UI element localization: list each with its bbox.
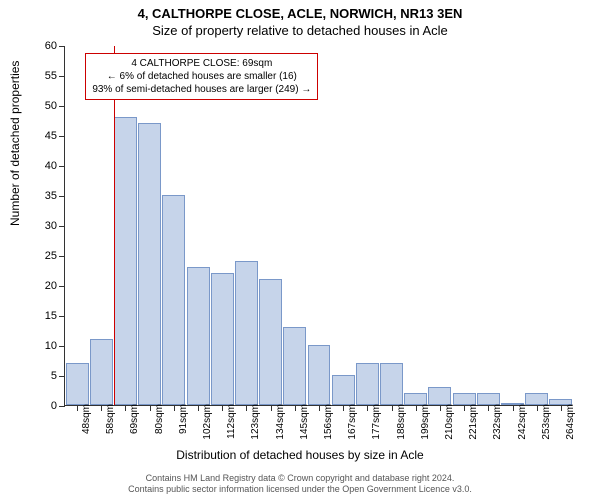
x-tick-label: 156sqm	[323, 404, 334, 440]
x-tick	[561, 405, 562, 411]
y-tick	[59, 316, 65, 317]
chart-title-line1: 4, CALTHORPE CLOSE, ACLE, NORWICH, NR13 …	[0, 0, 600, 21]
x-tick	[150, 405, 151, 411]
y-tick	[59, 76, 65, 77]
x-tick	[174, 405, 175, 411]
y-tick	[59, 196, 65, 197]
x-tick-label: 134sqm	[275, 404, 286, 440]
annotation-line2: ← 6% of detached houses are smaller (16)	[92, 70, 311, 83]
x-tick	[392, 405, 393, 411]
histogram-bar	[308, 345, 331, 405]
x-tick	[416, 405, 417, 411]
x-tick-label: 145sqm	[299, 404, 310, 440]
y-tick-label: 55	[33, 70, 57, 82]
footer-line1: Contains HM Land Registry data © Crown c…	[0, 473, 600, 485]
x-tick-label: 102sqm	[202, 404, 213, 440]
x-tick-label: 58sqm	[105, 404, 116, 434]
x-tick	[319, 405, 320, 411]
y-tick	[59, 166, 65, 167]
histogram-bar	[66, 363, 89, 405]
y-tick	[59, 46, 65, 47]
y-tick	[59, 256, 65, 257]
x-tick	[513, 405, 514, 411]
x-tick	[198, 405, 199, 411]
x-tick-label: 48sqm	[81, 404, 92, 434]
histogram-bar	[187, 267, 210, 405]
y-tick-label: 15	[33, 310, 57, 322]
plot-area: 05101520253035404550556048sqm58sqm69sqm8…	[64, 46, 572, 406]
chart-title-line2: Size of property relative to detached ho…	[0, 21, 600, 38]
x-tick	[367, 405, 368, 411]
y-tick-label: 30	[33, 220, 57, 232]
histogram-bar	[138, 123, 161, 405]
histogram-bar	[114, 117, 137, 405]
y-tick	[59, 406, 65, 407]
x-tick	[125, 405, 126, 411]
y-axis-label: Number of detached properties	[8, 61, 22, 226]
x-tick	[464, 405, 465, 411]
annotation-line3: 93% of semi-detached houses are larger (…	[92, 83, 311, 96]
y-tick-label: 5	[33, 370, 57, 382]
x-tick	[488, 405, 489, 411]
x-tick	[271, 405, 272, 411]
y-tick-label: 0	[33, 400, 57, 412]
y-tick-label: 60	[33, 40, 57, 52]
chart-container: 4, CALTHORPE CLOSE, ACLE, NORWICH, NR13 …	[0, 0, 600, 500]
y-tick	[59, 226, 65, 227]
histogram-bar	[380, 363, 403, 405]
x-tick-label: 80sqm	[154, 404, 165, 434]
annotation-line1: 4 CALTHORPE CLOSE: 69sqm	[92, 57, 311, 70]
x-axis-label: Distribution of detached houses by size …	[0, 448, 600, 462]
y-tick-label: 50	[33, 100, 57, 112]
x-tick	[295, 405, 296, 411]
x-tick-label: 221sqm	[468, 404, 479, 440]
x-tick-label: 188sqm	[396, 404, 407, 440]
x-tick-label: 167sqm	[347, 404, 358, 440]
x-tick-label: 210sqm	[444, 404, 455, 440]
y-tick-label: 20	[33, 280, 57, 292]
y-tick	[59, 286, 65, 287]
x-tick-label: 112sqm	[226, 404, 237, 439]
x-tick	[101, 405, 102, 411]
x-tick-label: 91sqm	[178, 404, 189, 434]
x-tick-label: 123sqm	[250, 404, 261, 440]
x-tick-label: 253sqm	[541, 404, 552, 440]
histogram-bar	[356, 363, 379, 405]
y-tick	[59, 346, 65, 347]
x-tick-label: 199sqm	[420, 404, 431, 440]
y-tick-label: 10	[33, 340, 57, 352]
x-tick	[77, 405, 78, 411]
footer-attribution: Contains HM Land Registry data © Crown c…	[0, 473, 600, 496]
footer-line2: Contains public sector information licen…	[0, 484, 600, 496]
x-tick-label: 69sqm	[129, 404, 140, 434]
histogram-bar	[259, 279, 282, 405]
y-tick	[59, 376, 65, 377]
x-tick	[246, 405, 247, 411]
histogram-bar	[211, 273, 234, 405]
x-tick	[222, 405, 223, 411]
y-tick-label: 25	[33, 250, 57, 262]
histogram-bar	[90, 339, 113, 405]
histogram-bar	[332, 375, 355, 405]
y-tick	[59, 106, 65, 107]
histogram-bar	[283, 327, 306, 405]
annotation-box: 4 CALTHORPE CLOSE: 69sqm← 6% of detached…	[85, 53, 318, 100]
x-tick	[440, 405, 441, 411]
y-tick-label: 40	[33, 160, 57, 172]
x-tick-label: 177sqm	[371, 404, 382, 440]
histogram-bar	[428, 387, 451, 405]
y-tick-label: 45	[33, 130, 57, 142]
y-tick-label: 35	[33, 190, 57, 202]
x-tick-label: 242sqm	[517, 404, 528, 440]
y-tick	[59, 136, 65, 137]
histogram-bar	[235, 261, 258, 405]
histogram-bar	[162, 195, 185, 405]
x-tick	[343, 405, 344, 411]
x-tick-label: 264sqm	[565, 404, 576, 440]
x-tick	[537, 405, 538, 411]
x-tick-label: 232sqm	[492, 404, 503, 440]
